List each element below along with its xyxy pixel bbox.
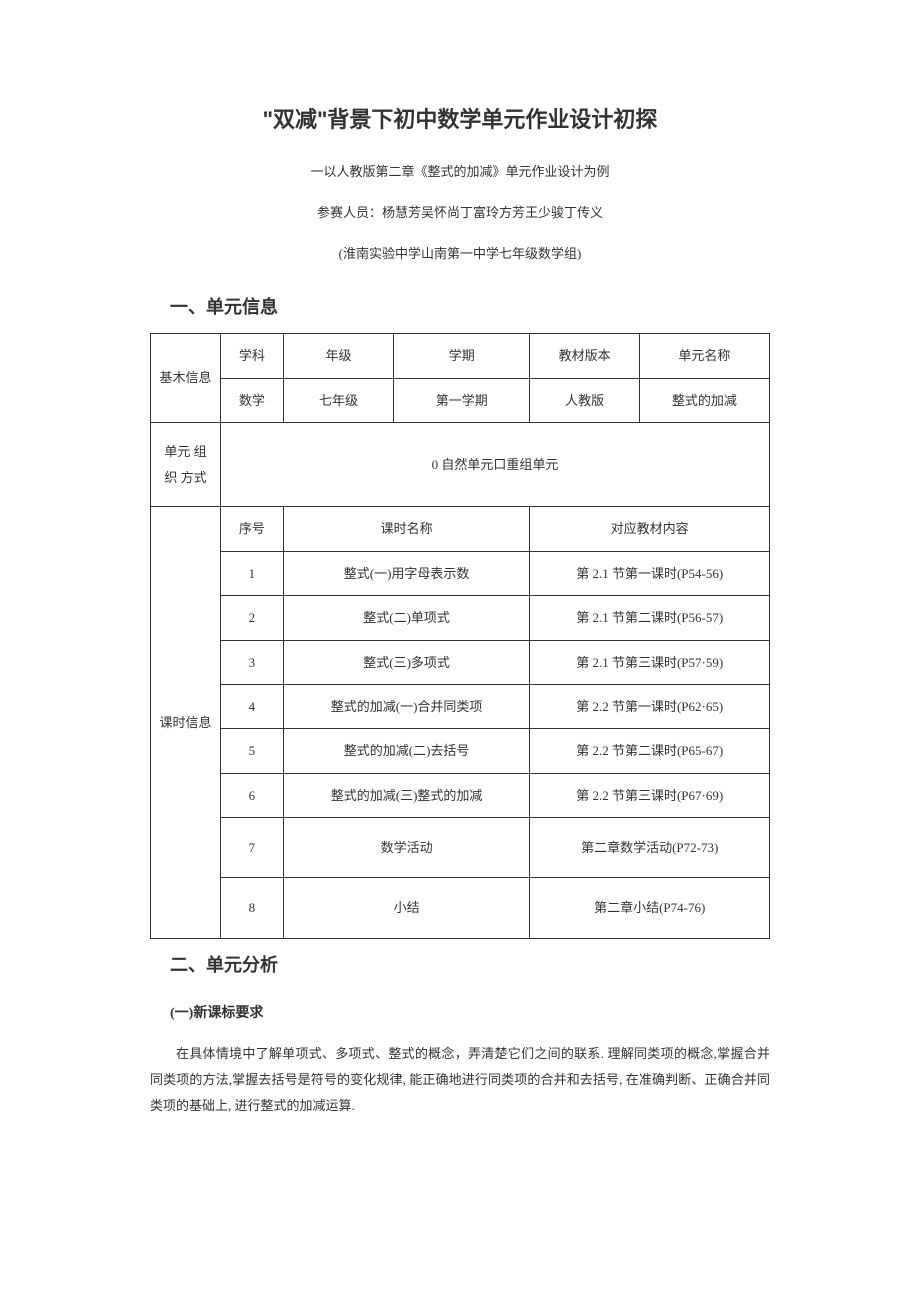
section1-heading: 一、单元信息: [150, 291, 770, 323]
lesson-num: 7: [221, 818, 284, 878]
lesson-header-row: 课时信息 序号 课时名称 对应教材内容: [151, 507, 770, 551]
lesson-row: 4 整式的加减(一)合并同类项 第 2.2 节第一课时(P62·65): [151, 684, 770, 728]
subsection-heading: (一)新课标要求: [150, 1001, 770, 1026]
lesson-header-num: 序号: [221, 507, 284, 551]
header-unit-name: 单元名称: [639, 334, 769, 378]
lesson-row: 3 整式(三)多项式 第 2.1 节第三课时(P57·59): [151, 640, 770, 684]
lesson-row: 2 整式(二)单项式 第 2.1 节第二课时(P56-57): [151, 596, 770, 640]
lesson-content: 第 2.1 节第一课时(P54-56): [530, 551, 770, 595]
lesson-row: 6 整式的加减(三)整式的加减 第 2.2 节第三课时(P67·69): [151, 773, 770, 817]
lesson-name: 整式的加减(三)整式的加减: [283, 773, 530, 817]
lesson-name: 整式(二)单项式: [283, 596, 530, 640]
unit-org-row: 单元 组织 方式 0 自然单元口重组单元: [151, 422, 770, 506]
lesson-name: 小结: [283, 878, 530, 938]
subtitle: 一以人教版第二章《整式的加减》单元作业设计为例: [150, 160, 770, 183]
lesson-row: 1 整式(一)用字母表示数 第 2.1 节第一课时(P54-56): [151, 551, 770, 595]
lesson-num: 6: [221, 773, 284, 817]
lesson-content: 第 2.1 节第三课时(P57·59): [530, 640, 770, 684]
lesson-name: 整式的加减(二)去括号: [283, 729, 530, 773]
value-textbook: 人教版: [530, 378, 639, 422]
header-grade: 年级: [283, 334, 393, 378]
value-unit-name: 整式的加减: [639, 378, 769, 422]
lesson-header-name: 课时名称: [283, 507, 530, 551]
affiliation: (淮南实验中学山南第一中学七年级数学组): [150, 242, 770, 265]
lesson-content: 第 2.2 节第一课时(P62·65): [530, 684, 770, 728]
lesson-content: 第 2.2 节第三课时(P67·69): [530, 773, 770, 817]
header-semester: 学期: [394, 334, 530, 378]
lesson-info-label: 课时信息: [151, 507, 221, 939]
unit-org-label: 单元 组织 方式: [151, 422, 221, 506]
unit-info-table: 基木信息 学科 年级 学期 教材版本 单元名称 数学 七年级 第一学期 人教版 …: [150, 333, 770, 939]
lesson-name: 整式(一)用字母表示数: [283, 551, 530, 595]
lesson-content: 第 2.2 节第二课时(P65-67): [530, 729, 770, 773]
lesson-name: 整式的加减(一)合并同类项: [283, 684, 530, 728]
table-value-row: 数学 七年级 第一学期 人教版 整式的加减: [151, 378, 770, 422]
lesson-num: 4: [221, 684, 284, 728]
lesson-num: 1: [221, 551, 284, 595]
table-header-row: 基木信息 学科 年级 学期 教材版本 单元名称: [151, 334, 770, 378]
lesson-num: 5: [221, 729, 284, 773]
value-subject: 数学: [221, 378, 284, 422]
lesson-row: 7 数学活动 第二章数学活动(P72-73): [151, 818, 770, 878]
lesson-content: 第二章小结(P74-76): [530, 878, 770, 938]
header-subject: 学科: [221, 334, 284, 378]
lesson-num: 8: [221, 878, 284, 938]
lesson-content: 第 2.1 节第二课时(P56-57): [530, 596, 770, 640]
header-textbook: 教材版本: [530, 334, 639, 378]
section2-heading: 二、单元分析: [150, 949, 770, 981]
unit-org-value: 0 自然单元口重组单元: [221, 422, 770, 506]
lesson-row: 5 整式的加减(二)去括号 第 2.2 节第二课时(P65-67): [151, 729, 770, 773]
value-grade: 七年级: [283, 378, 393, 422]
lesson-name: 整式(三)多项式: [283, 640, 530, 684]
lesson-num: 2: [221, 596, 284, 640]
basic-info-label: 基木信息: [151, 334, 221, 423]
lesson-header-content: 对应教材内容: [530, 507, 770, 551]
paragraph-text: 在具体情境中了解单项式、多项式、整式的概念，弄清楚它们之间的联系. 理解同类项的…: [150, 1041, 770, 1119]
lesson-name: 数学活动: [283, 818, 530, 878]
authors: 参赛人员：杨慧芳吴怀尚丁富玲方芳王少骏丁传义: [150, 201, 770, 224]
main-title: "双减"背景下初中数学单元作业设计初探: [150, 100, 770, 140]
lesson-row: 8 小结 第二章小结(P74-76): [151, 878, 770, 938]
lesson-content: 第二章数学活动(P72-73): [530, 818, 770, 878]
lesson-num: 3: [221, 640, 284, 684]
value-semester: 第一学期: [394, 378, 530, 422]
